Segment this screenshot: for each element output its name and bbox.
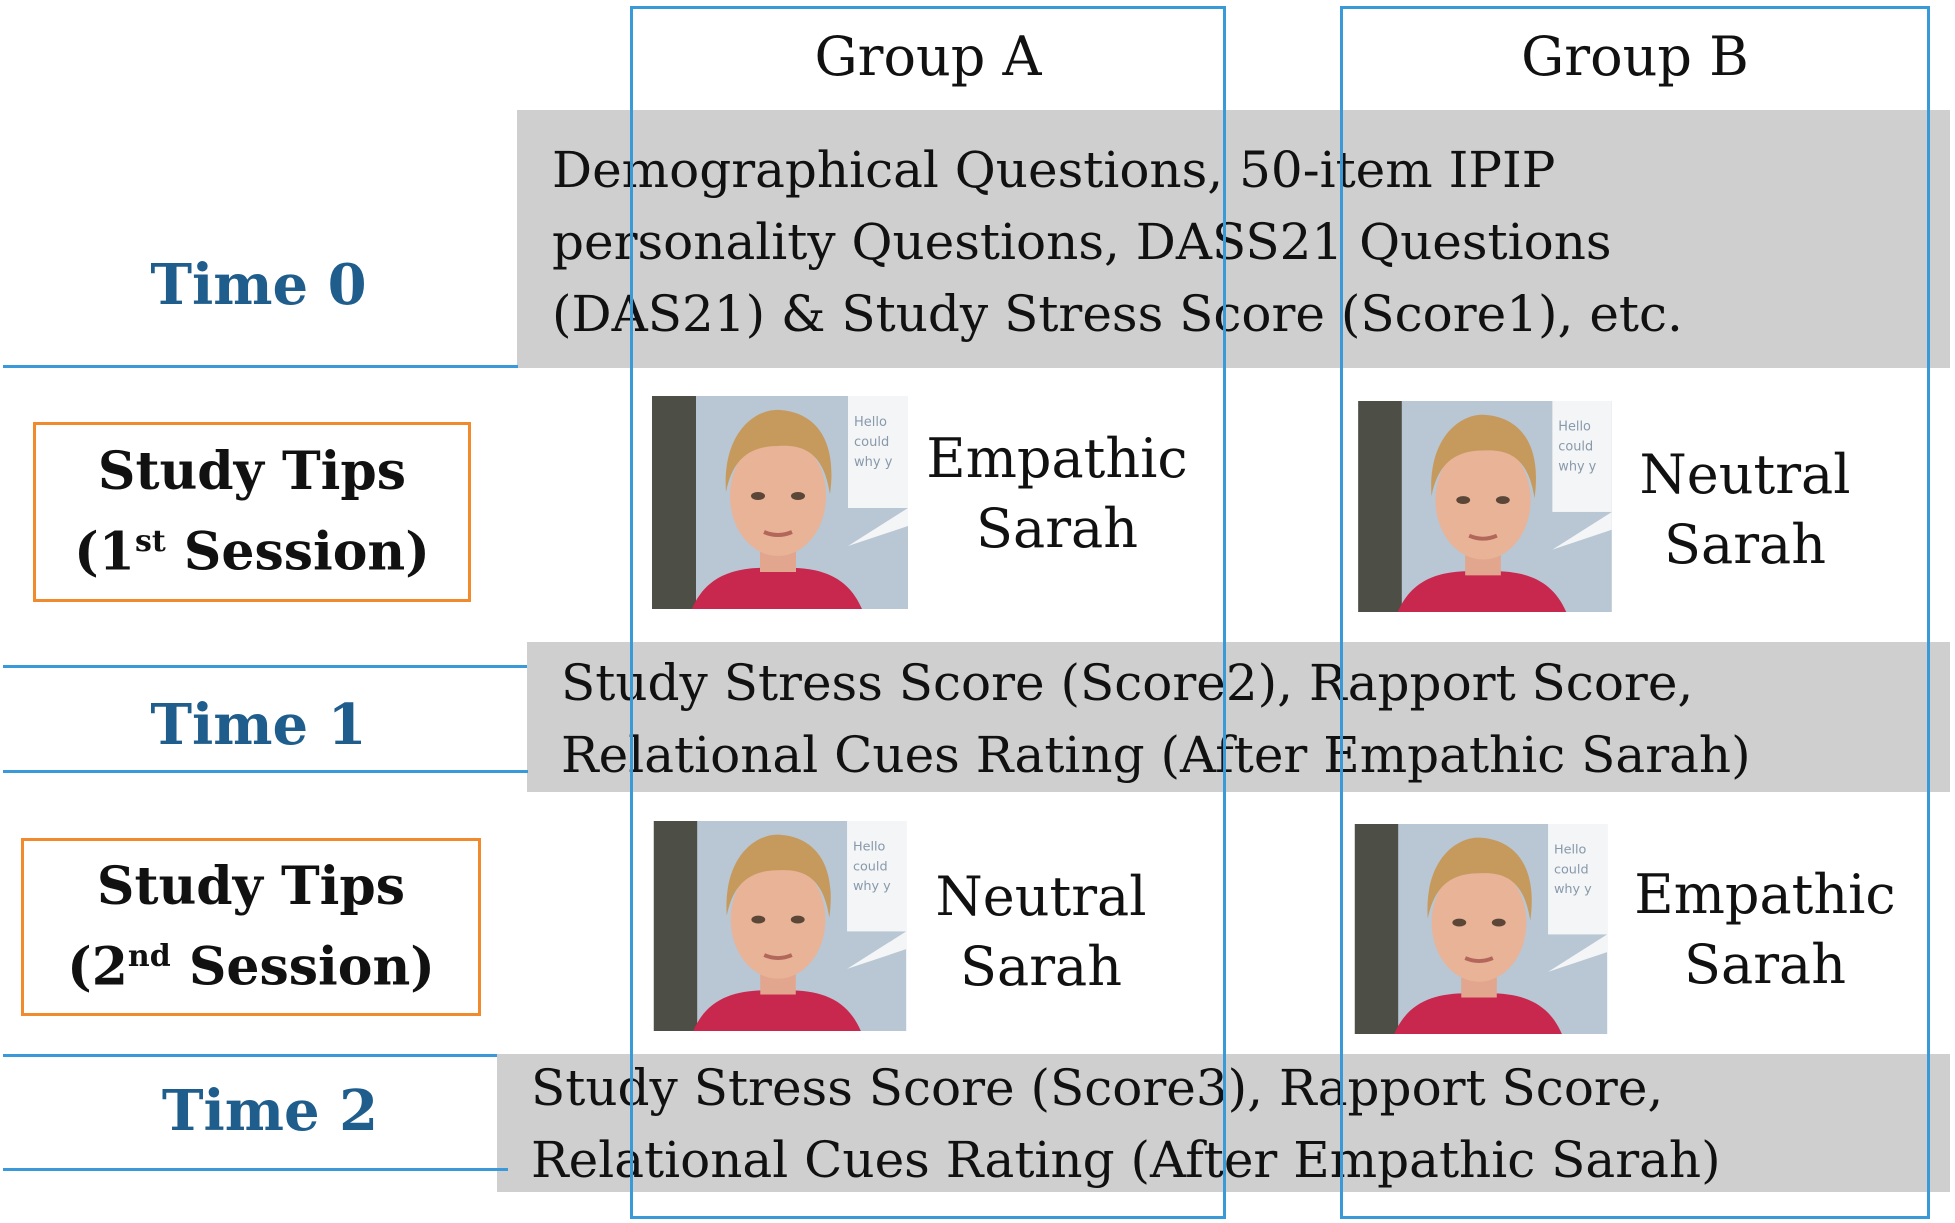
sarah-avatar-icon: Hello could why y [1358,401,1612,612]
time0-measures-line: (DAS21) & Study Stress Score (Score1), e… [552,285,1683,343]
avatar-image: Hello could why y [1354,824,1608,1034]
condition-line: Neutral [935,865,1147,928]
study-tips-session1-box: Study Tips (1st Session) [33,422,471,602]
group-a-column [630,6,1226,1219]
time1-measures-text: Study Stress Score (Score2), Rapport Sco… [561,647,1751,791]
time2-measures-line: Relational Cues Rating (After Empathic S… [531,1131,1721,1189]
group-a-header: Group A [814,25,1042,88]
time0-measures-line: personality Questions, DASS21 Questions [552,213,1612,271]
time1-measures-line: Relational Cues Rating (After Empathic S… [561,726,1751,784]
avatar-image: Hello could why y [1358,401,1612,612]
group-b-session2-condition: Empathic Sarah [1620,860,1910,1000]
time1-measures-band [527,642,1950,792]
svg-text:why y: why y [854,455,893,470]
study-tips-session2-box: Study Tips (2nd Session) [21,838,481,1016]
svg-text:why y: why y [853,879,891,894]
svg-text:could: could [854,435,889,450]
svg-text:Hello: Hello [1558,420,1591,435]
time0-divider [3,365,518,368]
condition-line: Sarah [960,935,1122,998]
time2-bottom-divider [3,1168,508,1171]
time0-measures-line: Demographical Questions, 50-item IPIP [552,141,1556,199]
avatar-image: Hello could why y [652,821,908,1031]
condition-line: Empathic [1634,863,1896,926]
avatar-image: Hello could why y [652,396,908,609]
svg-text:why y: why y [1554,882,1592,897]
group-a-session1-condition: Empathic Sarah [912,424,1202,564]
time0-measures-band [517,110,1950,368]
svg-text:could: could [853,859,888,874]
svg-text:Hello: Hello [854,415,887,430]
time1-label: Time 1 [150,692,367,758]
condition-line: Sarah [1684,933,1846,996]
session2-subtitle: (2nd Session) [67,936,435,998]
svg-text:why y: why y [1558,459,1596,474]
time1-measures-line: Study Stress Score (Score2), Rapport Sco… [561,654,1694,712]
sarah-avatar-icon: Hello could why y [652,396,908,609]
sarah-avatar-icon: Hello could why y [1354,824,1608,1034]
condition-line: Sarah [1664,513,1826,576]
condition-line: Empathic [926,427,1188,490]
time2-measures-line: Study Stress Score (Score3), Rapport Sco… [531,1059,1664,1117]
group-b-session1-condition: Neutral Sarah [1600,440,1890,580]
time0-measures-text: Demographical Questions, 50-item IPIP pe… [552,134,1683,350]
session1-title: Study Tips [97,440,407,502]
time2-label: Time 2 [161,1078,379,1144]
svg-text:could: could [1554,862,1589,877]
session2-title: Study Tips [96,855,406,917]
svg-text:could: could [1558,440,1593,455]
time1-top-divider [3,665,528,668]
time2-top-divider [3,1054,508,1057]
session1-subtitle: (1st Session) [74,521,430,583]
time0-label: Time 0 [150,252,367,318]
sarah-avatar-icon: Hello could why y [653,821,907,1031]
group-b-column [1340,6,1930,1219]
condition-line: Neutral [1639,443,1851,506]
condition-line: Sarah [976,497,1138,560]
svg-text:Hello: Hello [853,840,886,855]
group-b-header: Group B [1521,25,1749,88]
time1-bottom-divider [3,770,528,773]
svg-text:Hello: Hello [1554,843,1587,858]
time2-measures-text: Study Stress Score (Score3), Rapport Sco… [531,1052,1721,1196]
group-a-session2-condition: Neutral Sarah [896,862,1186,1002]
